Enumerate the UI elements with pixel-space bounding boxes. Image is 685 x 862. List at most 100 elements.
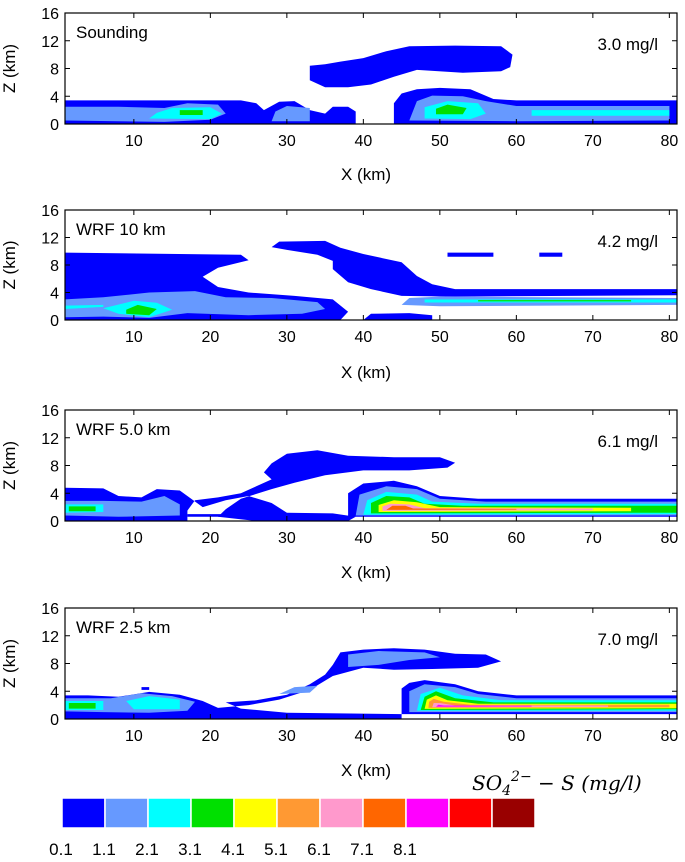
- y-tick-label: 8: [50, 657, 59, 674]
- x-axis-label: X (km): [341, 363, 391, 382]
- y-tick-label: 16: [41, 6, 59, 23]
- x-tick-label: 70: [584, 133, 602, 150]
- contour-region-level-8: [436, 704, 532, 707]
- x-axis-label: X (km): [341, 165, 391, 184]
- x-tick-label: 20: [201, 530, 219, 547]
- y-tick-label: 16: [41, 601, 59, 618]
- x-tick-label: 40: [354, 329, 372, 346]
- x-tick-label: 50: [431, 329, 449, 346]
- x-tick-label: 40: [354, 728, 372, 745]
- panel-title: WRF 2.5 km: [76, 618, 170, 637]
- x-tick-label: 50: [431, 133, 449, 150]
- x-tick-label: 70: [584, 728, 602, 745]
- contour-region-level-7: [386, 505, 517, 510]
- contour-region-level-0: [271, 240, 677, 297]
- x-axis-label: X (km): [341, 761, 391, 780]
- panel-title: Sounding: [76, 23, 148, 42]
- contour-region-level-3: [436, 104, 467, 115]
- y-tick-label: 0: [50, 514, 59, 531]
- y-axis-label: Z (km): [0, 44, 19, 93]
- colorbar-tick-label: 6.1: [307, 840, 331, 859]
- y-tick-label: 12: [41, 431, 59, 448]
- colorbar-tick-label: 0.1: [49, 840, 73, 859]
- x-tick-label: 40: [354, 133, 372, 150]
- x-tick-label: 50: [431, 728, 449, 745]
- colorbar-swatch: [190, 797, 235, 829]
- contour-fields: [65, 45, 677, 124]
- contour-region-level-3: [68, 506, 96, 512]
- y-axis-label: Z (km): [0, 639, 19, 688]
- y-tick-label: 4: [50, 684, 59, 701]
- x-tick-label: 30: [278, 728, 296, 745]
- x-tick-label: 50: [431, 530, 449, 547]
- y-axis-label: Z (km): [0, 441, 19, 490]
- x-tick-label: 60: [507, 530, 525, 547]
- y-tick-label: 4: [50, 89, 59, 106]
- y-tick-label: 12: [41, 231, 59, 248]
- x-tick-label: 10: [125, 530, 143, 547]
- contour-region-level-1: [348, 651, 440, 667]
- contour-region-level-0: [539, 252, 563, 257]
- contour-region-level-0: [309, 45, 513, 88]
- panel-1: 10 20 30 40 50 60 70 80 0 4 8 12 16 X (km) Z (km) Sound…: [0, 6, 678, 184]
- colorbar-swatch: [319, 797, 364, 829]
- contour-region-level-0: [141, 687, 150, 690]
- x-tick-label: 60: [507, 728, 525, 745]
- contour-region-level-0: [447, 252, 494, 257]
- colorbar-swatch: [448, 797, 493, 829]
- x-tick-label: 10: [125, 728, 143, 745]
- colorbar-tick-label: 7.1: [350, 840, 374, 859]
- colorbar-swatch: [362, 797, 407, 829]
- x-tick-label: 80: [660, 530, 678, 547]
- contour-region-level-2: [126, 696, 180, 710]
- y-tick-label: 12: [41, 34, 59, 51]
- contour-region-level-3: [126, 304, 157, 316]
- contour-region-level-2: [65, 304, 104, 309]
- panel-max-value: 7.0 mg/l: [598, 630, 658, 649]
- x-tick-label: 30: [278, 530, 296, 547]
- x-tick-label: 30: [278, 329, 296, 346]
- y-tick-label: 4: [50, 486, 59, 503]
- x-tick-label: 60: [507, 133, 525, 150]
- colorbar-tick-label: 2.1: [135, 840, 159, 859]
- panel-max-value: 6.1 mg/l: [598, 432, 658, 451]
- contour-region-level-3: [179, 110, 203, 115]
- y-tick-label: 0: [50, 313, 59, 330]
- colorbar-tick-label: 4.1: [221, 840, 245, 859]
- colorbar: 0.1 1.1 2.1 3.1 4.1 5.1 6.1 7.1 8.1: [49, 797, 536, 859]
- x-tick-label: 10: [125, 133, 143, 150]
- x-tick-label: 60: [507, 329, 525, 346]
- y-axis-label: Z (km): [0, 240, 19, 289]
- x-tick-label: 40: [354, 530, 372, 547]
- contour-region-level-1: [279, 685, 318, 694]
- y-tick-label: 0: [50, 117, 59, 134]
- x-tick-label: 80: [660, 728, 678, 745]
- colorbar-swatch: [405, 797, 450, 829]
- colorbar-tick-label: 8.1: [393, 840, 417, 859]
- contour-region-level-0: [363, 313, 433, 320]
- contour-fields: [65, 450, 677, 521]
- panel-3: 10 20 30 40 50 60 70 80 0 4 8 12 16 X (km) Z (km) WRF 5…: [0, 403, 678, 582]
- x-axis-label: X (km): [341, 563, 391, 582]
- colorbar-swatch: [491, 797, 536, 829]
- panel-max-value: 3.0 mg/l: [598, 35, 658, 54]
- y-tick-label: 12: [41, 629, 59, 646]
- colorbar-swatch: [61, 797, 106, 829]
- contour-fields: [65, 648, 677, 719]
- colorbar-swatch: [104, 797, 149, 829]
- y-tick-label: 8: [50, 62, 59, 79]
- contour-region-level-2: [531, 110, 670, 116]
- x-tick-label: 80: [660, 133, 678, 150]
- y-tick-label: 4: [50, 286, 59, 303]
- contour-region-level-0: [187, 514, 226, 517]
- x-tick-label: 30: [278, 133, 296, 150]
- contour-region-level-1: [271, 106, 310, 122]
- colorbar-tick-label: 1.1: [92, 840, 116, 859]
- x-tick-label: 80: [660, 329, 678, 346]
- x-tick-label: 10: [125, 329, 143, 346]
- y-tick-label: 16: [41, 403, 59, 420]
- colorbar-swatch: [233, 797, 278, 829]
- contour-region-level-3: [68, 703, 96, 709]
- colorbar-quantity-label: SO42− − S (mg/l): [472, 769, 642, 799]
